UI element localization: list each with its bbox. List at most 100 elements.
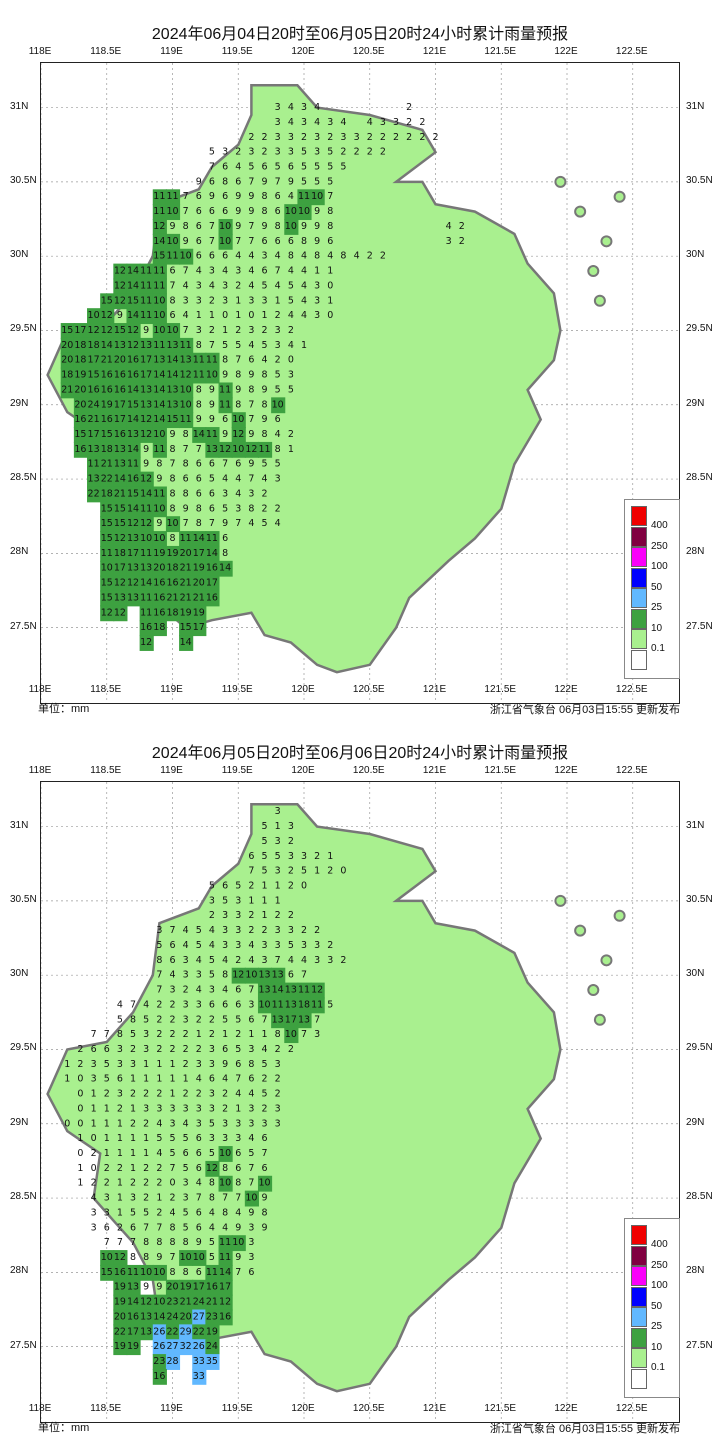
- rain-value: 8: [183, 488, 189, 499]
- rain-cell: [192, 590, 207, 607]
- lon-label: 119E: [160, 1403, 183, 1414]
- rain-value: 2: [156, 1178, 162, 1189]
- rain-value: 17: [74, 325, 86, 336]
- rain-value: 1: [327, 295, 333, 306]
- rain-value: 2: [327, 940, 333, 951]
- rain-cell: [152, 590, 167, 607]
- rain-cell: [165, 337, 181, 354]
- rain-value: 2: [275, 1044, 281, 1055]
- rain-value: 21: [114, 488, 126, 499]
- rain-value: 4: [169, 970, 175, 981]
- lon-label: 120.5E: [352, 765, 385, 776]
- rain-value: 3: [393, 117, 399, 128]
- rain-value: 6: [235, 985, 241, 996]
- rain-value: 13: [180, 355, 192, 366]
- rain-value: 4: [275, 251, 281, 262]
- rain-value: 8: [196, 503, 202, 514]
- rain-value: 15: [74, 429, 86, 440]
- rain-value: 1: [104, 1148, 110, 1159]
- rain-value: 7: [169, 1252, 175, 1263]
- rain-cell: [192, 1279, 207, 1296]
- rain-value: 3: [248, 999, 254, 1010]
- rain-value: 2: [209, 1029, 215, 1040]
- rain-cell: [139, 308, 154, 325]
- rain-value: 10: [166, 325, 178, 336]
- rain-cell: [126, 1324, 141, 1341]
- rain-value: 6: [288, 162, 294, 173]
- lon-label: 118.5E: [90, 46, 122, 57]
- rain-value: 4: [183, 1118, 189, 1129]
- lat-label: 28N: [686, 546, 705, 558]
- rain-value: 9: [248, 370, 254, 381]
- rain-value: 4: [288, 955, 294, 966]
- rain-value: 18: [166, 607, 178, 618]
- rain-value: 2: [209, 295, 215, 306]
- rain-value: 19: [114, 1282, 126, 1293]
- rain-value: 1: [262, 881, 268, 892]
- rain-value: 12: [127, 518, 139, 529]
- rain-cell: [113, 441, 128, 458]
- rain-value: 6: [262, 236, 268, 247]
- rain-value: 3: [262, 295, 268, 306]
- legend-swatch: [631, 1327, 647, 1348]
- rain-value: 11: [259, 444, 271, 455]
- lon-label: 119E: [160, 765, 183, 776]
- rain-value: 2: [262, 325, 268, 336]
- lat-label: 29N: [10, 1116, 29, 1128]
- rain-value: 2: [314, 925, 320, 936]
- rain-value: 14: [153, 384, 165, 395]
- legend-swatch: [631, 649, 647, 670]
- rain-cell: [126, 456, 141, 473]
- rain-value: 13: [259, 985, 271, 996]
- rain-value: 5: [209, 1237, 215, 1248]
- rain-cell: [100, 323, 115, 339]
- rain-value: 2: [117, 1163, 123, 1174]
- rain-cell: [100, 590, 115, 607]
- rain-cell: [165, 1279, 181, 1296]
- rain-value: 3: [327, 955, 333, 966]
- rain-cell: [165, 1324, 181, 1341]
- rain-cell: [100, 1250, 115, 1266]
- rain-value: 16: [153, 578, 165, 589]
- rain-value: 4: [262, 1044, 268, 1055]
- rain-value: 3: [275, 1059, 281, 1070]
- rain-value: 3: [196, 970, 202, 981]
- rain-value: 7: [262, 1148, 268, 1159]
- rain-value: 3: [288, 851, 294, 862]
- rain-cell: [179, 397, 194, 414]
- rain-value: 9: [143, 325, 149, 336]
- rain-value: 7: [183, 518, 189, 529]
- rain-value: 12: [140, 637, 152, 648]
- rain-value: 6: [288, 970, 294, 981]
- rain-cell: [152, 1324, 167, 1341]
- rain-value: 3: [169, 985, 175, 996]
- rain-value: 3: [222, 147, 228, 158]
- rain-cell: [192, 1354, 207, 1370]
- rain-value: 2: [117, 1222, 123, 1233]
- rain-cell: [152, 352, 167, 369]
- rain-value: 4: [117, 999, 123, 1010]
- legend-item: 250: [631, 526, 679, 552]
- rain-value: 7: [117, 1237, 123, 1248]
- rain-value: 7: [104, 1029, 110, 1040]
- rain-value: 7: [301, 970, 307, 981]
- rain-cell: [152, 605, 167, 622]
- rain-cell: [205, 441, 220, 458]
- lon-label: 119E: [160, 46, 183, 57]
- lat-label: 27.5N: [10, 1339, 37, 1351]
- rain-value: 12: [88, 325, 100, 336]
- rain-cell: [126, 263, 141, 280]
- rain-value: 3: [209, 1089, 215, 1100]
- rain-cell: [113, 1309, 128, 1326]
- rain-value: 6: [222, 881, 228, 892]
- rain-value: 4: [288, 310, 294, 321]
- rain-value: 3: [446, 236, 452, 247]
- rain-value: 0: [77, 1148, 83, 1159]
- rain-cell: [165, 382, 181, 399]
- rain-value: 20: [74, 384, 86, 395]
- rain-value: 15: [153, 251, 165, 262]
- rain-cell: [218, 1175, 233, 1192]
- lat-label: 29.5N: [686, 1042, 713, 1054]
- rain-value: 11: [153, 266, 165, 277]
- rain-value: 3: [222, 295, 228, 306]
